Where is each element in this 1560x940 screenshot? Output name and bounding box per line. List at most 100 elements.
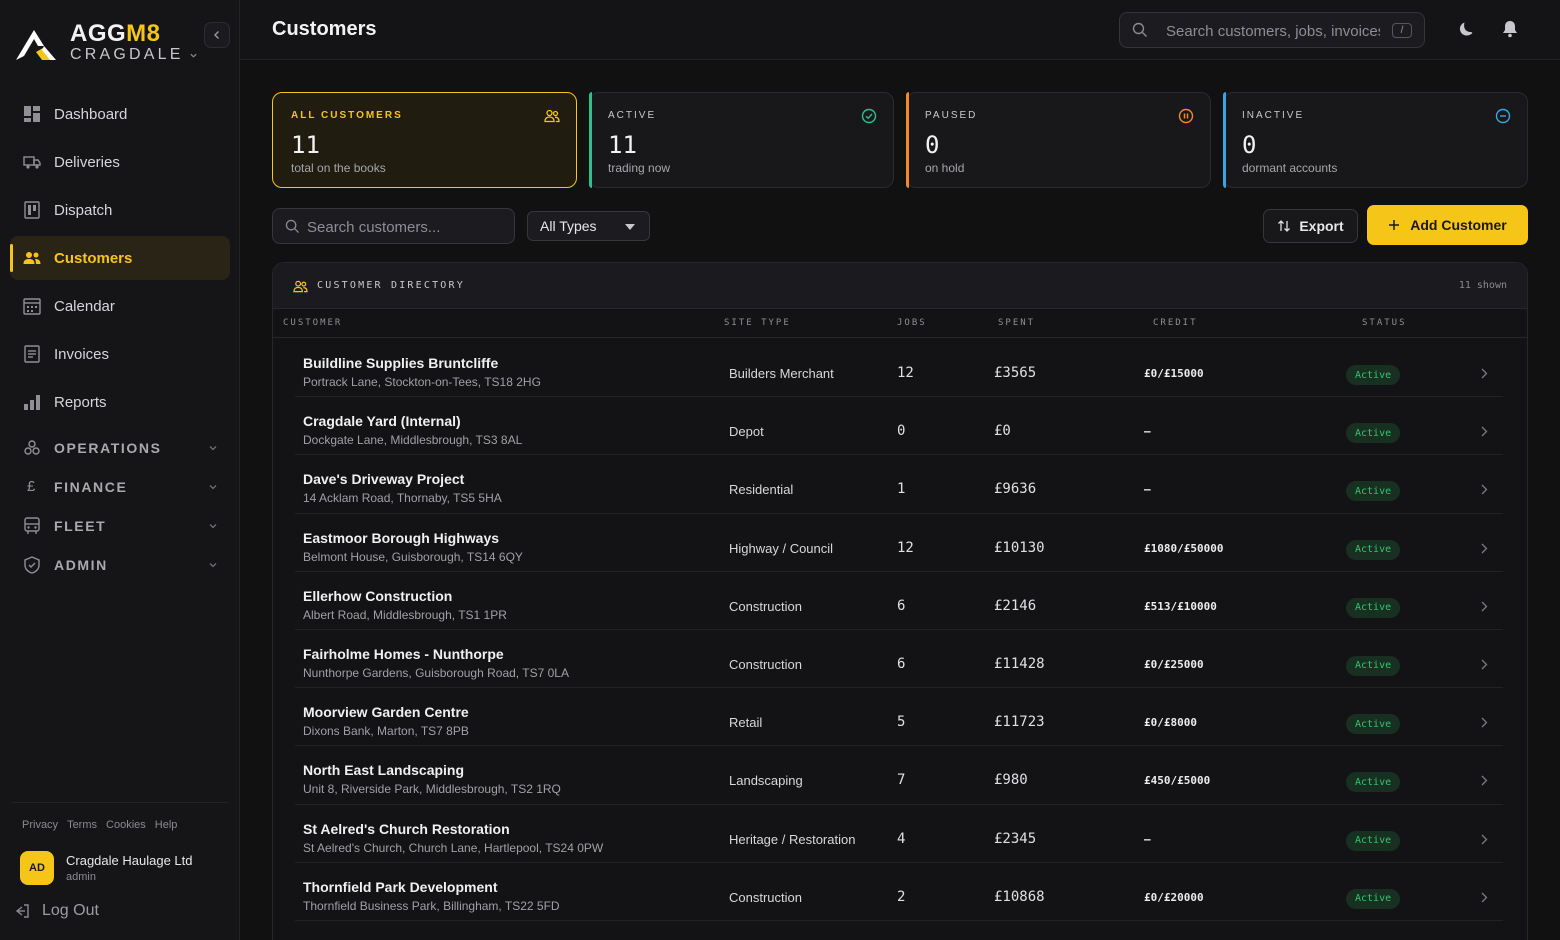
terms-link[interactable]: Terms	[67, 819, 98, 831]
user-profile[interactable]: AD Cragdale Haulage Ltd admin	[20, 851, 192, 885]
table-row[interactable]: Thornfield Park Development Thornfield Bu…	[295, 863, 1503, 921]
chevron-right-icon[interactable]	[1480, 543, 1489, 554]
status-badge: Active	[1346, 365, 1401, 385]
customer-name[interactable]: Dave's Driveway Project	[303, 471, 465, 488]
chevron-right-icon[interactable]	[1480, 717, 1489, 728]
chevron-right-icon[interactable]	[1480, 834, 1489, 845]
logo-icon	[16, 30, 56, 60]
pause-circle-icon	[1178, 108, 1194, 124]
table-row[interactable]: St Aelred's Church Restoration St Aelred'…	[295, 805, 1503, 863]
global-search-input[interactable]	[1166, 20, 1380, 42]
site-type: Residential	[729, 482, 794, 498]
help-link[interactable]: Help	[154, 819, 178, 831]
table-row[interactable]: Ellerhow Construction Albert Road, Middle…	[295, 572, 1503, 630]
customer-name[interactable]: Buildline Supplies Bruntcliffe	[303, 355, 499, 371]
global-search[interactable]: /	[1119, 12, 1425, 48]
table-row[interactable]: Moorview Garden Centre Dixons Bank, Marto…	[295, 688, 1503, 747]
notifications-button[interactable]	[1499, 18, 1521, 40]
chevron-right-icon[interactable]	[1480, 426, 1489, 437]
column-header-credit[interactable]: CREDIT	[1153, 318, 1198, 328]
chevron-right-icon[interactable]	[1480, 775, 1489, 786]
stat-accent-bar	[1223, 92, 1226, 188]
logout-button[interactable]: Log Out	[12, 901, 99, 921]
credit-value: —	[1144, 483, 1151, 497]
chevron-right-icon[interactable]	[1480, 892, 1489, 903]
table-row[interactable]: Cragdale Yard (Internal) Dockgate Lane, M…	[295, 397, 1503, 456]
spent-amount: £0	[994, 423, 1011, 440]
chevron-right-icon[interactable]	[1480, 484, 1489, 495]
sidebar-item-deliveries[interactable]: Deliveries	[10, 140, 230, 184]
sidebar-group-fleet[interactable]: FLEET	[10, 506, 230, 545]
brand[interactable]: AGGM8 CRAGDALE	[14, 18, 234, 68]
column-header-status[interactable]: STATUS	[1362, 318, 1407, 328]
chevron-right-icon[interactable]	[1480, 368, 1489, 379]
customer-name[interactable]: Ellerhow Construction	[303, 587, 453, 604]
stat-card-paused[interactable]: PAUSED 0 on hold	[906, 92, 1211, 188]
stat-accent-bar	[589, 92, 592, 188]
customer-name[interactable]: Eastmoor Borough Highways	[303, 529, 500, 546]
column-header-jobs[interactable]: JOBS	[897, 318, 927, 328]
table-row[interactable]: Fairholme Homes - Nunthorpe Nunthorpe Gar…	[295, 630, 1503, 689]
directory-header: CUSTOMER DIRECTORY 11 shown	[273, 263, 1527, 309]
credit-value: £450/£5000	[1144, 774, 1211, 788]
stat-value: 11	[291, 131, 320, 159]
column-header-site-type[interactable]: SITE TYPE	[724, 318, 791, 328]
chevron-down-icon	[209, 562, 217, 567]
credit-value: £0/£8000	[1144, 716, 1197, 730]
sidebar-nav: Dashboard Deliveries Dispatch Customers …	[10, 92, 230, 584]
chevron-right-icon[interactable]	[1480, 659, 1489, 670]
customer-name[interactable]: Fairholme Homes - Nunthorpe	[303, 645, 504, 662]
chevron-down-icon[interactable]	[189, 51, 198, 60]
truck-icon	[22, 152, 42, 172]
directory-title: CUSTOMER DIRECTORY	[317, 280, 465, 291]
credit-value: —	[1144, 832, 1151, 846]
sidebar-group-finance[interactable]: £ FINANCE	[10, 467, 230, 506]
table-row[interactable]: North East Landscaping Unit 8, Riverside …	[295, 746, 1503, 805]
shortcut-hint: /	[1392, 23, 1412, 38]
customer-name[interactable]: Thornfield Park Development	[303, 878, 498, 895]
table-row[interactable]: Buildline Supplies Bruntcliffe Portrack L…	[295, 339, 1503, 398]
table-row[interactable]: Dave's Driveway Project 14 Acklam Road, T…	[295, 455, 1503, 514]
sidebar-item-customers[interactable]: Customers	[10, 236, 230, 280]
top-bar: Customers /	[240, 0, 1560, 60]
customer-search-input[interactable]	[307, 216, 507, 238]
invoice-icon	[22, 344, 42, 364]
site-type: Landscaping	[729, 773, 803, 789]
stat-card-active[interactable]: ACTIVE 11 trading now	[589, 92, 894, 188]
customer-name[interactable]: Cragdale Yard (Internal)	[303, 413, 461, 430]
cookies-link[interactable]: Cookies	[106, 819, 146, 831]
table-body: Buildline Supplies Bruntcliffe Portrack L…	[273, 339, 1527, 921]
dashboard-icon	[22, 104, 42, 124]
theme-toggle-button[interactable]	[1456, 18, 1478, 40]
export-button[interactable]: Export	[1263, 209, 1358, 243]
users-icon	[544, 109, 560, 123]
chevron-right-icon[interactable]	[1480, 601, 1489, 612]
chevron-left-icon	[214, 31, 219, 39]
sidebar-item-dispatch[interactable]: Dispatch	[10, 188, 230, 232]
logout-label: Log Out	[42, 902, 99, 919]
sidebar-group-admin[interactable]: ADMIN	[10, 545, 230, 584]
customer-name[interactable]: Moorview Garden Centre	[303, 704, 469, 721]
customer-name[interactable]: St Aelred's Church Restoration	[303, 820, 510, 837]
collapse-sidebar-button[interactable]	[204, 22, 230, 48]
jobs-count: 7	[897, 772, 906, 789]
table-row[interactable]: Eastmoor Borough Highways Belmont House, …	[295, 514, 1503, 572]
stat-card-all-customers[interactable]: ALL CUSTOMERS 11 total on the books	[272, 92, 577, 188]
sidebar-item-invoices[interactable]: Invoices	[10, 332, 230, 376]
fleet-icon	[22, 516, 42, 536]
stat-card-inactive[interactable]: INACTIVE 0 dormant accounts	[1223, 92, 1528, 188]
privacy-link[interactable]: Privacy	[22, 819, 59, 831]
sidebar-item-reports[interactable]: Reports	[10, 380, 230, 424]
customer-name[interactable]: North East Landscaping	[303, 762, 465, 779]
customer-search[interactable]	[272, 208, 515, 244]
sidebar-item-label: Dispatch	[54, 201, 113, 219]
sidebar-group-operations[interactable]: OPERATIONS	[10, 428, 230, 467]
type-filter-select[interactable]: All Types	[527, 211, 650, 241]
status-badge: Active	[1346, 888, 1401, 909]
add-customer-button[interactable]: Add Customer	[1367, 205, 1528, 245]
column-header-spent[interactable]: SPENT	[998, 318, 1036, 328]
customer-address: Albert Road, Middlesbrough, TS1 1PR	[303, 607, 507, 622]
sidebar-item-calendar[interactable]: Calendar	[10, 284, 230, 328]
sidebar-item-dashboard[interactable]: Dashboard	[10, 92, 230, 136]
column-header-customer[interactable]: CUSTOMER	[283, 318, 343, 328]
